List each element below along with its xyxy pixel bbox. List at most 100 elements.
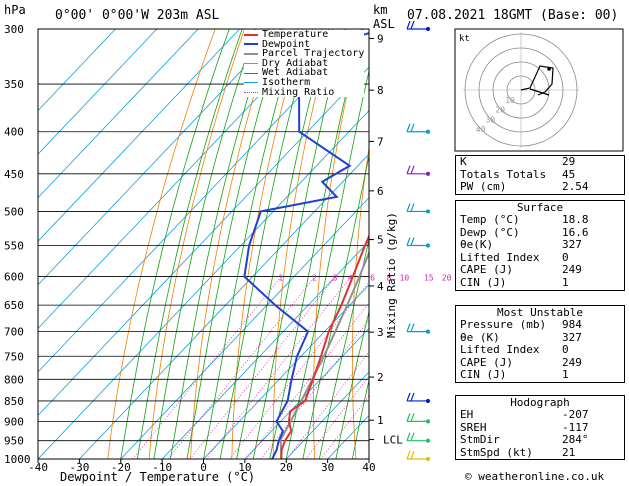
index-row: CIN (J) 1 — [460, 275, 569, 289]
mixing-ratio-label: 2 — [312, 274, 317, 283]
mixing-ratio-line — [229, 281, 369, 459]
x-tick-label: 20 — [280, 461, 293, 474]
legend-item: Temperature — [244, 30, 364, 40]
legend-item: Parcel Trajectory — [244, 49, 364, 59]
km-tick-label: 9 — [377, 32, 384, 45]
mixing-ratio-label: 15 — [424, 274, 434, 283]
isotherm-line — [38, 29, 323, 329]
wet-adiabat — [136, 29, 243, 459]
isotherm-line — [38, 29, 365, 373]
mixing-ratio-label: 6 — [370, 274, 375, 283]
asl-unit: ASL — [373, 17, 395, 31]
hodograph-ring-label: 10 — [505, 96, 515, 105]
temperature-line — [280, 233, 369, 459]
x-tick-label: -20 — [111, 461, 131, 474]
km-tick-label: 3 — [377, 326, 384, 339]
index-row: StmSpd (kt) 21 — [460, 445, 576, 459]
isotherm-line — [38, 29, 158, 155]
pressure-tick-label: 1000 — [4, 453, 31, 466]
hodograph-ring-label: 20 — [495, 106, 505, 115]
wind-barb — [406, 237, 431, 248]
index-row: θe(K) 327 — [460, 238, 582, 252]
index-row: CIN (J) 1 — [460, 368, 569, 382]
location-title: 0°00' 0°00'W 203m ASL — [55, 8, 220, 23]
mixing-ratio-line — [167, 276, 316, 459]
pressure-tick-label: 450 — [4, 168, 24, 181]
mixing-ratio-line — [286, 351, 369, 459]
x-tick-label: -40 — [28, 461, 48, 474]
index-row: SREH -117 — [460, 420, 589, 434]
isotherm-line — [120, 197, 369, 459]
mixing-ratio-line — [205, 276, 352, 459]
storm-motion-arrow — [529, 88, 550, 96]
mixing-ratio-label: 3 — [333, 274, 338, 283]
pressure-tick-label: 900 — [4, 415, 24, 428]
isotherm-line — [38, 29, 199, 199]
wet-adiabat — [153, 29, 256, 459]
unstable-title: Most Unstable — [496, 306, 584, 319]
index-row: θe (K) 327 — [460, 330, 582, 344]
wind-barb — [406, 432, 431, 443]
pressure-tick-label: 750 — [4, 350, 24, 363]
pressure-tick-label: 500 — [4, 205, 24, 218]
pressure-tick-label: 550 — [4, 239, 24, 252]
isotherm-line — [203, 284, 369, 459]
surface-panel: Surface Temp (°C) 18.8 Dewp (°C) 16.6 θe(K… — [455, 200, 625, 291]
dry-adiabat — [107, 29, 216, 459]
lcl-label: LCL — [383, 434, 403, 447]
wet-adiabat — [368, 456, 369, 459]
isotherm-line — [38, 109, 369, 459]
index-row: CAPE (J) 249 — [460, 355, 582, 369]
km-tick-label: 4 — [377, 280, 384, 293]
index-row: Lifted Index 0 — [460, 250, 569, 264]
index-row: Dewp (°C) 16.6 — [460, 225, 589, 239]
hodograph-trace — [520, 65, 554, 96]
hodograph-unit: kt — [459, 34, 470, 44]
index-row: Pressure (mb) 984 — [460, 318, 582, 331]
wind-barb — [406, 323, 431, 334]
index-row: Lifted Index 0 — [460, 343, 569, 357]
pressure-tick-label: 400 — [4, 126, 24, 139]
wet-adiabat — [335, 309, 369, 459]
wind-barb — [406, 450, 431, 462]
pressure-tick-label: 650 — [4, 299, 24, 312]
wind-barb — [406, 165, 431, 176]
isotherm-line — [285, 371, 369, 459]
index-row: K 29 — [460, 155, 576, 168]
mixing-ratio-label: 10 — [400, 274, 410, 283]
wind-barb — [406, 203, 431, 214]
pressure-tick-label: 300 — [4, 23, 24, 36]
hodograph-ring-label: 30 — [486, 115, 496, 124]
mixing-ratio-label: 8 — [387, 274, 392, 283]
mixing-ratio-label: 4 — [348, 274, 353, 283]
index-row: EH -207 — [460, 408, 589, 421]
pressure-tick-label: 700 — [4, 326, 24, 339]
hodograph-panel: Hodograph EH -207 SREH -117 StmDir 284° Stm… — [455, 395, 625, 461]
legend-item: Wet Adiabat — [244, 68, 364, 78]
km-tick-label: 2 — [377, 371, 384, 384]
unstable-panel: Most Unstable Pressure (mb) 984 θe (K) 327… — [455, 305, 625, 383]
index-row: CAPE (J) 249 — [460, 263, 582, 277]
axes: 1234681015202530035040045050055060065070… — [4, 23, 466, 474]
x-tick-label: 10 — [238, 461, 251, 474]
wind-barb — [406, 413, 431, 424]
isotherm-line — [38, 29, 116, 112]
isotherm-line — [79, 153, 369, 459]
mixing-ratio-label: 20 — [442, 274, 452, 283]
pressure-tick-label: 800 — [4, 373, 24, 386]
isotherm-line — [38, 29, 282, 286]
hodograph-ring-label: 40 — [476, 125, 486, 134]
km-tick-label: 8 — [377, 84, 384, 97]
wind-barb — [406, 20, 431, 32]
x-tick-label: -10 — [152, 461, 172, 474]
km-tick-label: 6 — [377, 185, 384, 198]
x-tick-label: -30 — [69, 461, 89, 474]
wet-adiabat — [352, 378, 369, 459]
legend: Temperature Dewpoint Parcel Trajectory D… — [244, 30, 365, 98]
profiles — [243, 32, 369, 459]
legend-item: Isotherm — [244, 78, 364, 88]
surface-title: Surface — [516, 201, 564, 214]
pressure-tick-label: 350 — [4, 78, 24, 91]
